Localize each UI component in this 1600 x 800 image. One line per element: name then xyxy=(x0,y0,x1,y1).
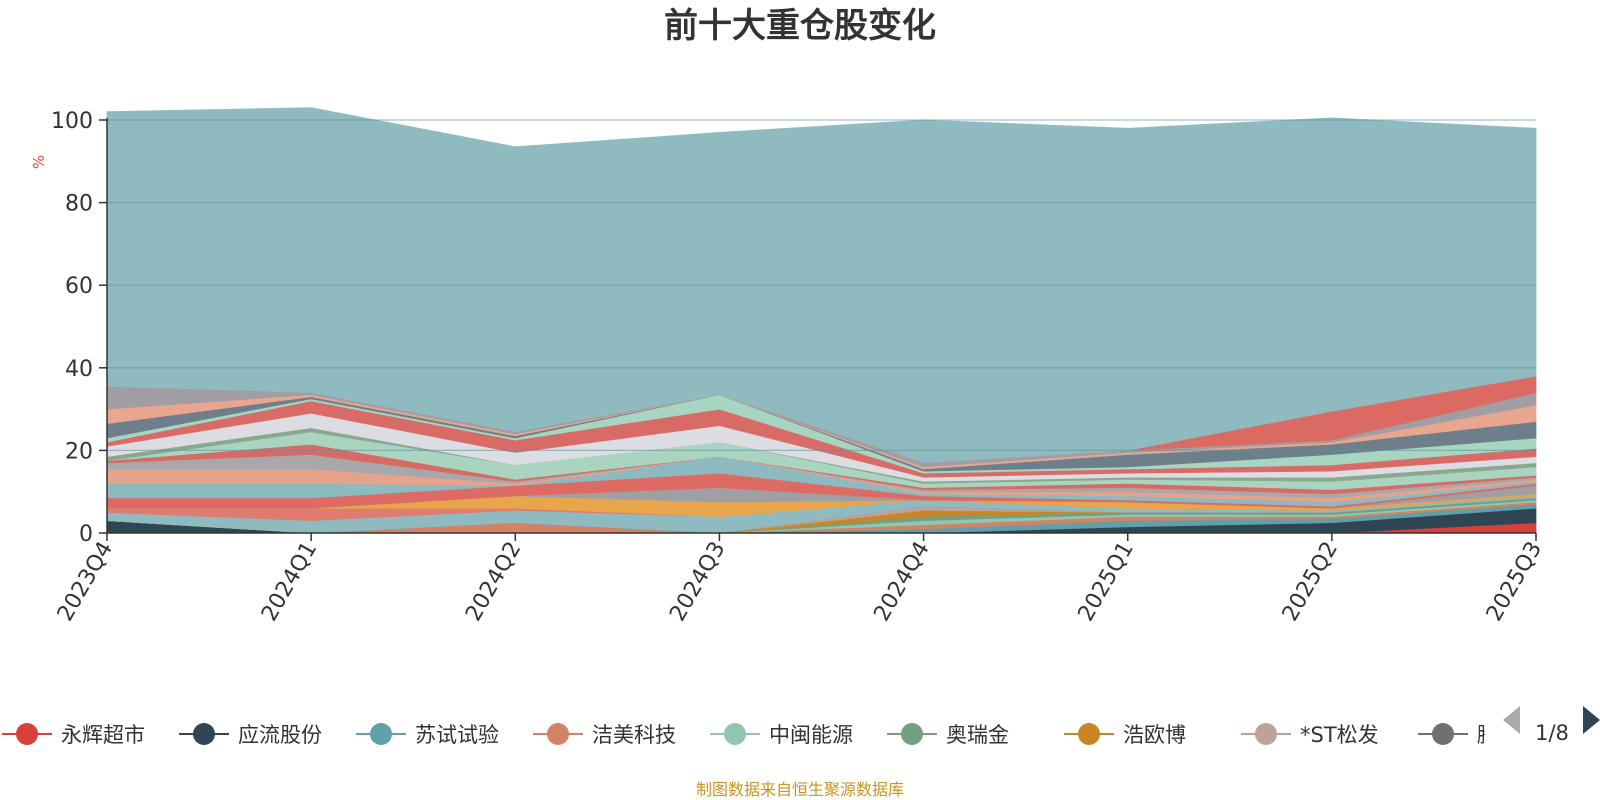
legend-item-5[interactable]: 奥瑞金 xyxy=(887,723,1009,747)
gridlines xyxy=(107,119,1536,451)
x-tick-label-2024Q4: 2024Q4 xyxy=(869,538,934,626)
legend-marker-2 xyxy=(370,723,392,745)
legend-label-0: 永辉超市 xyxy=(61,723,145,747)
legend-next-page-icon[interactable] xyxy=(1583,706,1600,734)
y-tick-label-20: 20 xyxy=(65,439,93,464)
legend-item-6[interactable]: 浩欧博 xyxy=(1064,723,1186,747)
x-tick-label-2023Q4: 2023Q4 xyxy=(53,538,118,626)
y-tick-label-80: 80 xyxy=(65,192,93,217)
legend-marker-6 xyxy=(1078,723,1100,745)
legend-marker-8 xyxy=(1432,723,1454,745)
legend-page-indicator: 1/8 xyxy=(1535,721,1569,745)
legend-label-2: 苏试试验 xyxy=(415,723,499,747)
legend: 永辉超市 应流股份 苏试试验 洁美科技 中闽能源 奥瑞金 浩欧博 *ST松发 腾讯控股 xyxy=(2,723,1561,747)
y-tick-label-0: 0 xyxy=(79,522,93,547)
legend-item-4[interactable]: 中闽能源 xyxy=(710,723,853,747)
y-tick-label-40: 40 xyxy=(65,357,93,382)
legend-marker-0 xyxy=(16,723,38,745)
legend-label-7: *ST松发 xyxy=(1300,723,1379,747)
x-tick-label-2025Q3: 2025Q3 xyxy=(1482,538,1547,626)
legend-item-8[interactable]: 腾讯控股 xyxy=(1418,723,1561,747)
legend-item-1[interactable]: 应流股份 xyxy=(179,723,322,747)
legend-prev-page-icon[interactable] xyxy=(1503,706,1520,734)
legend-label-5: 奥瑞金 xyxy=(946,723,1009,747)
x-tick-label-2024Q1: 2024Q1 xyxy=(257,538,322,626)
legend-label-4: 中闽能源 xyxy=(769,723,853,747)
legend-label-6: 浩欧博 xyxy=(1123,723,1186,747)
y-axis-unit: % xyxy=(30,155,48,169)
legend-label-8: 腾讯控股 xyxy=(1477,723,1561,747)
x-tick-label-2025Q2: 2025Q2 xyxy=(1278,538,1343,626)
legend-item-3[interactable]: 洁美科技 xyxy=(533,723,676,747)
chart-title: 前十大重仓股变化 xyxy=(664,6,936,46)
legend-pager: 1/8 xyxy=(1503,706,1600,745)
data-source-note: 制图数据来自恒生聚源数据库 xyxy=(696,780,904,799)
area-series-group xyxy=(106,107,1537,534)
legend-marker-4 xyxy=(724,723,746,745)
legend-item-7[interactable]: *ST松发 xyxy=(1241,723,1379,747)
legend-item-0[interactable]: 永辉超市 xyxy=(2,723,145,747)
legend-marker-1 xyxy=(193,723,215,745)
legend-item-2[interactable]: 苏试试验 xyxy=(356,723,499,747)
legend-marker-3 xyxy=(547,723,569,745)
x-tick-label-2024Q3: 2024Q3 xyxy=(665,538,730,626)
y-tick-label-60: 60 xyxy=(65,274,93,299)
legend-label-3: 洁美科技 xyxy=(592,723,676,747)
legend-marker-5 xyxy=(901,723,923,745)
legend-marker-7 xyxy=(1255,723,1277,745)
x-tick-label-2024Q2: 2024Q2 xyxy=(461,538,526,626)
x-tick-label-2025Q1: 2025Q1 xyxy=(1074,538,1139,626)
legend-label-1: 应流股份 xyxy=(238,723,322,747)
y-tick-label-100: 100 xyxy=(51,109,93,134)
